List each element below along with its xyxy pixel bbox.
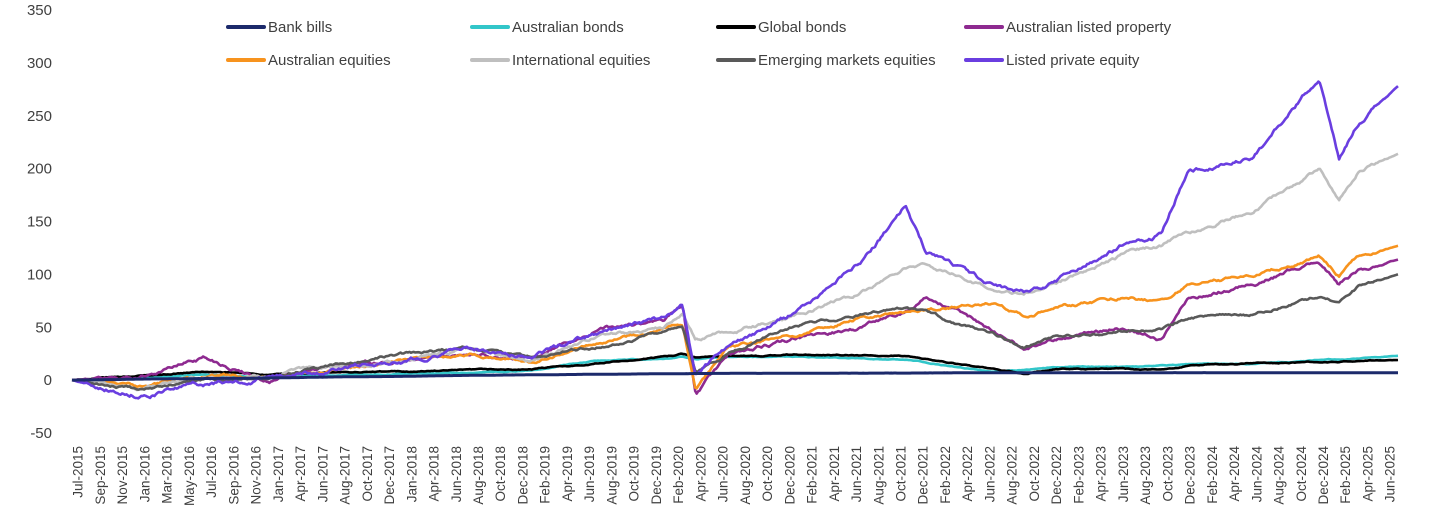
- x-tick-label: Feb-2019: [538, 446, 553, 504]
- x-tick-label: Oct-2022: [1027, 446, 1042, 502]
- x-tick-label: Dec-2017: [382, 446, 397, 505]
- x-tick-label: Jun-2024: [1249, 446, 1264, 503]
- x-tick-label: Sep-2016: [226, 446, 241, 505]
- legend-label: Australian listed property: [1006, 19, 1172, 36]
- x-tick-label: Dec-2022: [1049, 446, 1064, 505]
- x-tick-label: Aug-2024: [1272, 446, 1287, 505]
- x-tick-label: Apr-2025: [1360, 446, 1375, 502]
- x-tick-label: Jan-2016: [137, 446, 152, 502]
- x-tick-label: Dec-2023: [1183, 446, 1198, 505]
- x-tick-label: Apr-2024: [1227, 446, 1242, 502]
- x-tick-label: Oct-2020: [760, 446, 775, 502]
- y-tick-label: 200: [27, 161, 52, 178]
- x-tick-label: Apr-2019: [560, 446, 575, 502]
- x-tick-label: Feb-2025: [1338, 446, 1353, 504]
- y-tick-label: 300: [27, 55, 52, 72]
- x-tick-label: Jun-2022: [982, 446, 997, 502]
- x-tick-label: Dec-2021: [916, 446, 931, 505]
- x-tick-label: Jan-2018: [404, 446, 419, 502]
- legend-label: Global bonds: [758, 19, 846, 36]
- x-tick-label: Jun-2020: [716, 446, 731, 502]
- x-tick-label: Jan-2017: [271, 446, 286, 502]
- plot-area: [71, 80, 1399, 400]
- x-tick-label: Nov-2015: [115, 446, 130, 505]
- series-line-bank-bills: [72, 371, 1398, 382]
- y-tick-label: 250: [27, 108, 52, 125]
- legend-label: Australian equities: [268, 52, 391, 69]
- x-tick-label: Aug-2018: [471, 446, 486, 505]
- x-tick-label: Feb-2021: [805, 446, 820, 504]
- series-line-listed-private-equity: [71, 80, 1399, 400]
- legend: Bank bills Australian bonds Global bonds Au…: [226, 19, 1172, 69]
- x-tick-label: Oct-2017: [360, 446, 375, 502]
- x-tick-label: Oct-2024: [1294, 446, 1309, 502]
- series-line-international-equities: [71, 152, 1399, 392]
- legend-label: Emerging markets equities: [758, 52, 936, 69]
- x-tick-label: Jun-2017: [315, 446, 330, 502]
- series-line-emerging-markets-equities: [71, 273, 1399, 391]
- x-tick-label: Apr-2022: [960, 446, 975, 502]
- legend-label: Listed private equity: [1006, 52, 1140, 69]
- x-tick-label: Jun-2019: [582, 446, 597, 502]
- x-tick-label: Jun-2018: [449, 446, 464, 502]
- x-tick-label: Oct-2018: [493, 446, 508, 502]
- y-tick-label: 100: [27, 266, 52, 283]
- x-tick-label: Aug-2023: [1138, 446, 1153, 505]
- y-tick-label: 150: [27, 214, 52, 231]
- legend-label: International equities: [512, 52, 650, 69]
- x-tick-label: Jun-2021: [849, 446, 864, 502]
- x-tick-label: Feb-2020: [671, 446, 686, 504]
- x-tick-label: Oct-2023: [1160, 446, 1175, 502]
- legend-label: Bank bills: [268, 19, 332, 36]
- x-tick-label: Aug-2022: [1005, 446, 1020, 505]
- x-tick-label: Dec-2019: [649, 446, 664, 505]
- x-tick-label: Apr-2018: [427, 446, 442, 502]
- y-tick-label: 0: [44, 372, 52, 389]
- x-tick-label: Jul-2016: [204, 446, 219, 498]
- x-tick-label: Apr-2017: [293, 446, 308, 502]
- x-tick-label: Apr-2023: [1094, 446, 1109, 502]
- x-tick-label: May-2016: [182, 446, 197, 506]
- y-axis: -50 0 50 100 150 200 250 300 350: [27, 2, 52, 442]
- x-tick-label: Nov-2016: [249, 446, 264, 505]
- y-tick-label: 350: [27, 2, 52, 19]
- x-tick-label: Feb-2024: [1205, 446, 1220, 504]
- x-tick-label: Apr-2021: [827, 446, 842, 502]
- x-tick-label: Sep-2015: [93, 446, 108, 505]
- x-tick-label: Dec-2020: [782, 446, 797, 505]
- x-tick-label: Mar-2016: [160, 446, 175, 504]
- x-tick-label: Aug-2017: [338, 446, 353, 505]
- x-tick-label: Oct-2021: [894, 446, 909, 502]
- x-tick-label: Jun-2023: [1116, 446, 1131, 502]
- x-tick-label: Aug-2020: [738, 446, 753, 505]
- x-tick-label: Feb-2022: [938, 446, 953, 504]
- x-axis: Jul-2015 Sep-2015 Nov-2015 Jan-2016 Mar-2016…: [71, 446, 1398, 507]
- y-tick-label: 50: [35, 319, 52, 336]
- x-tick-label: Feb-2023: [1071, 446, 1086, 504]
- x-tick-label: Jun-2025: [1383, 446, 1398, 502]
- x-tick-label: Dec-2018: [515, 446, 530, 505]
- x-tick-label: Dec-2024: [1316, 446, 1331, 505]
- x-tick-label: Apr-2020: [693, 446, 708, 502]
- x-tick-label: Jul-2015: [71, 446, 86, 498]
- x-tick-label: Aug-2021: [871, 446, 886, 505]
- x-tick-label: Aug-2019: [604, 446, 619, 505]
- y-tick-label: -50: [30, 425, 52, 442]
- legend-label: Australian bonds: [512, 19, 624, 36]
- x-tick-label: Oct-2019: [627, 446, 642, 502]
